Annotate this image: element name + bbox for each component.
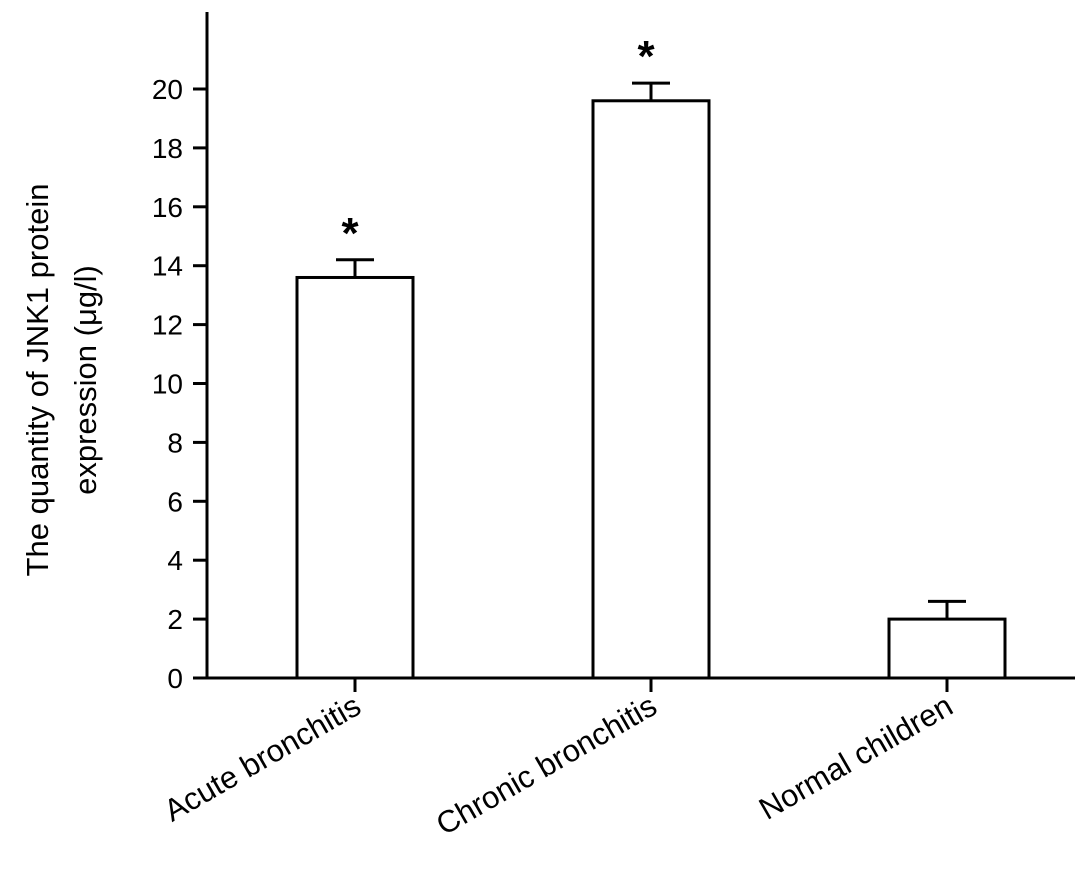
significance-marker: * bbox=[637, 32, 655, 81]
y-tick-label: 2 bbox=[167, 604, 183, 635]
bar-acute-bronchitis bbox=[295, 275, 415, 680]
significance-marker: * bbox=[341, 209, 359, 258]
y-axis-label-line-1: The quantity of JNK1 protein bbox=[20, 184, 55, 577]
y-tick-label: 20 bbox=[152, 74, 183, 105]
x-tick-label: Chronic bronchitis bbox=[430, 688, 662, 842]
y-tick-label: 8 bbox=[167, 427, 183, 458]
x-tick-label: Acute bronchitis bbox=[158, 688, 367, 829]
y-tick-label: 10 bbox=[152, 369, 183, 400]
y-axis-label-line-2: expression (μg/l) bbox=[68, 265, 103, 495]
x-tick-label: Normal children bbox=[753, 688, 958, 827]
plot-area: 0 2 4 6 8 10 12 14 16 18 20 * Acute bronchitis * Chron… bbox=[152, 12, 1075, 842]
y-tick-label: 6 bbox=[167, 486, 183, 517]
y-tick-label: 18 bbox=[152, 133, 183, 164]
bar-chronic-bronchitis bbox=[591, 99, 711, 680]
y-axis-label: The quantity of JNK1 protein expression … bbox=[20, 184, 103, 577]
y-tick-label: 14 bbox=[152, 251, 183, 282]
y-tick-label: 0 bbox=[167, 663, 183, 694]
y-tick-label: 16 bbox=[152, 192, 183, 223]
y-tick-label: 4 bbox=[167, 545, 183, 576]
y-tick-label: 12 bbox=[152, 310, 183, 341]
bar-normal-children bbox=[887, 617, 1007, 680]
